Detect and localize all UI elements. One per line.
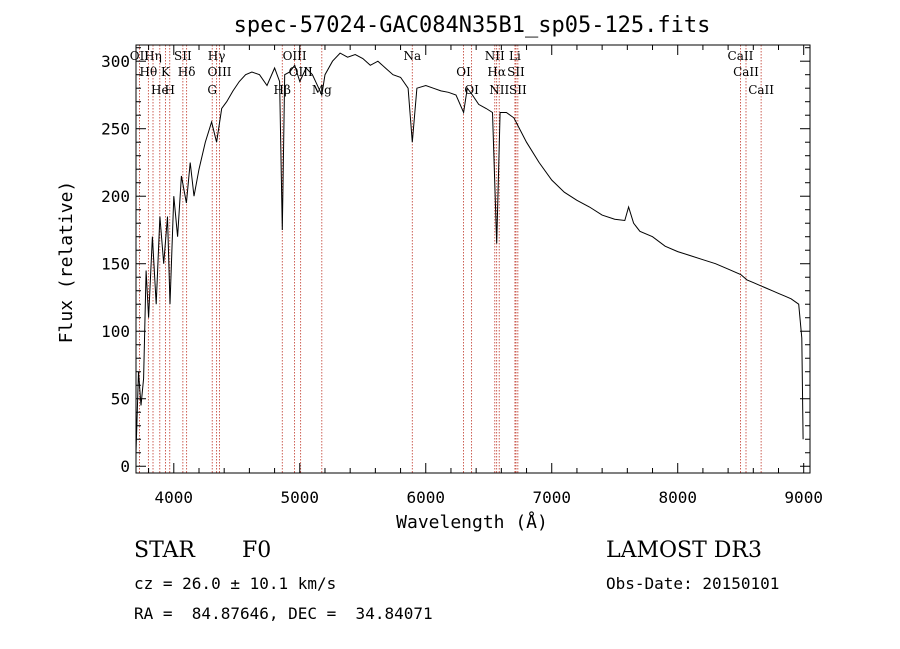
line-label: Hδ	[178, 65, 196, 79]
y-tick-label: 250	[101, 120, 130, 139]
x-tick-label: 8000	[658, 488, 697, 507]
x-tick-label: 5000	[281, 488, 320, 507]
line-label: Hα	[487, 65, 506, 79]
x-tick-label: 4000	[155, 488, 194, 507]
line-label: OI	[456, 65, 471, 79]
line-label: Na	[403, 49, 421, 63]
coordinates: RA = 84.87646, DEC = 34.84071	[134, 604, 433, 623]
line-label: CaII	[733, 65, 759, 79]
y-axis-label: Flux (relative)	[56, 181, 77, 344]
x-tick-label: 9000	[784, 488, 823, 507]
line-label: NII	[489, 83, 509, 97]
line-label: OIII	[207, 65, 231, 79]
y-tick-label: 150	[101, 255, 130, 274]
x-axis-ticks: 4000 5000 6000 7000 8000 9000	[148, 45, 823, 507]
x-tick-label: 6000	[406, 488, 445, 507]
line-label: Li	[509, 49, 521, 63]
line-label: SII	[509, 83, 527, 97]
line-label: Hγ	[208, 49, 226, 63]
y-axis-ticks: 0 50 100 150 200 250 300	[101, 47, 810, 476]
line-label: G	[207, 83, 217, 97]
line-label: H	[165, 83, 175, 97]
line-label: OII	[130, 49, 150, 63]
line-label: K	[161, 65, 171, 79]
line-label: NII	[485, 49, 505, 63]
line-label: SII	[507, 65, 525, 79]
object-type: STAR	[134, 538, 195, 563]
plot-frame	[135, 44, 811, 474]
spectral-subclass: F0	[242, 538, 272, 563]
redshift-cz: cz = 26.0 ± 10.1 km/s	[134, 574, 337, 593]
y-tick-label: 300	[101, 52, 130, 71]
line-label: CaII	[728, 49, 754, 63]
spectrum-line	[135, 52, 804, 453]
line-label: OI	[464, 83, 479, 97]
line-label: CaII	[748, 83, 774, 97]
y-tick-label: 200	[101, 187, 130, 206]
survey-name: LAMOST DR3	[606, 538, 762, 563]
x-axis-label: Wavelength (Å)	[396, 511, 548, 533]
line-label: Mg	[312, 83, 332, 97]
y-tick-label: 0	[120, 457, 130, 476]
line-label: SII	[174, 49, 192, 63]
emission-line-labels: OIIHθHeHηKHSIIHδGHγOIIIHβOIIIOIIIMgNaOIO…	[130, 49, 775, 97]
chart-title: spec-57024-GAC084N35B1_sp05-125.fits	[234, 13, 711, 38]
line-label: Hθ	[139, 65, 157, 79]
observation-date: Obs-Date: 20150101	[606, 574, 780, 593]
line-label: OIII	[283, 49, 307, 63]
line-label: Hη	[144, 49, 162, 63]
y-tick-label: 50	[111, 390, 130, 409]
y-tick-label: 100	[101, 322, 130, 341]
line-label: He	[151, 83, 169, 97]
x-tick-label: 7000	[532, 488, 571, 507]
emission-line-markers	[139, 45, 762, 473]
line-label: Hβ	[274, 83, 291, 97]
